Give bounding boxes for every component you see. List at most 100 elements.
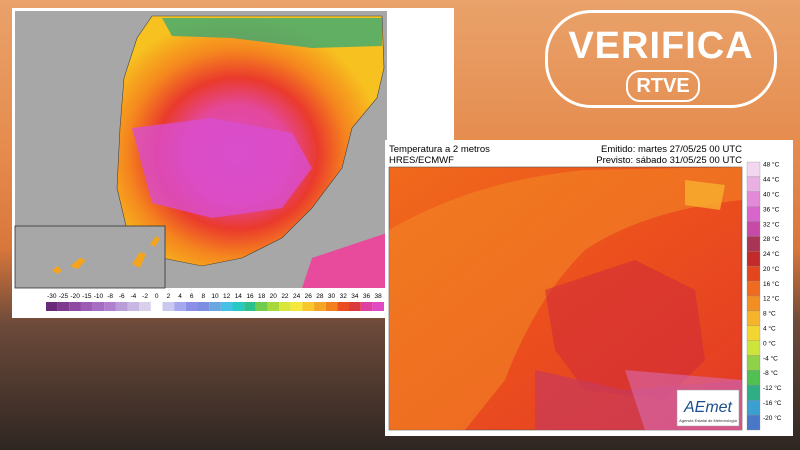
colorbar-swatch xyxy=(746,385,761,401)
colorbar-label: 40 °C xyxy=(763,190,780,198)
colorbar-swatch xyxy=(746,161,761,178)
colorbar-label: -4 °C xyxy=(763,354,778,362)
colorbar-label: -25 xyxy=(59,293,69,300)
colorbar-label: 14 xyxy=(235,293,243,300)
right-map: Temperatura a 2 metros HRES/ECMWF Emitid… xyxy=(388,144,782,431)
colorbar-label: -16 °C xyxy=(763,399,782,407)
africa xyxy=(302,233,387,288)
colorbar-swatch xyxy=(279,302,291,311)
north-coast xyxy=(162,18,382,48)
right-map-panel: Temperatura a 2 metros HRES/ECMWF Emitid… xyxy=(385,140,793,436)
colorbar-label: -30 xyxy=(47,293,57,300)
left-colorbar: -30 -25 -20 -15 -10 -8 -6 -4 -2 0 2 4 6 8 10 12 14 16 18 20… xyxy=(46,293,384,311)
right-colorbar: 48 °C 44 °C 40 °C 36 °C 32 °C 28 °C 24 °C 20 °C… xyxy=(746,161,782,431)
colorbar-label: 38 xyxy=(375,293,383,300)
colorbar-swatch xyxy=(746,340,761,356)
colorbar-label: 44 °C xyxy=(763,176,780,184)
colorbar-label: 12 xyxy=(223,293,231,300)
colorbar-label: 20 xyxy=(270,293,278,300)
colorbar-swatch xyxy=(360,302,373,311)
colorbar-label: 2 xyxy=(167,293,171,300)
colorbar-swatch xyxy=(746,221,761,237)
colorbar-swatch xyxy=(69,302,81,311)
colorbar-label: 10 xyxy=(211,293,219,300)
colorbar-label: 22 xyxy=(281,293,289,300)
colorbar-swatch xyxy=(746,266,761,282)
colorbar-swatch xyxy=(244,302,256,311)
colorbar-swatch xyxy=(209,302,221,311)
logo-box xyxy=(676,389,740,427)
colorbar-swatch xyxy=(162,302,175,311)
colorbar-swatch xyxy=(197,302,210,311)
colorbar-label: 0 xyxy=(155,293,159,300)
colorbar-label: 32 °C xyxy=(763,220,780,228)
logo-text: AEmet xyxy=(683,399,733,416)
colorbar-label: 36 °C xyxy=(763,205,780,213)
colorbar-label: 36 xyxy=(363,293,371,300)
colorbar-label: 16 °C xyxy=(763,280,780,288)
colorbar-swatch xyxy=(746,310,761,326)
colorbar-swatch xyxy=(746,176,761,192)
logo-caption: Agencia Estatal de Meteorología xyxy=(679,418,738,423)
left-map-panel: -30 -25 -20 -15 -10 -8 -6 -4 -2 0 2 4 6 8 10 12 14 16 18 20… xyxy=(12,8,454,318)
colorbar-label: -8 xyxy=(107,293,113,300)
colorbar-swatch xyxy=(302,302,315,311)
colorbar-label: -8 °C xyxy=(763,369,778,377)
colorbar-swatch xyxy=(127,302,140,311)
model-name: HRES/ECMWF xyxy=(389,155,454,166)
colorbar-swatch xyxy=(746,370,761,386)
colorbar-swatch xyxy=(746,251,761,267)
colorbar-swatch xyxy=(746,191,761,207)
iberia-heat xyxy=(545,260,705,400)
colorbar-label: -20 xyxy=(70,293,80,300)
colorbar-label: 8 xyxy=(202,293,206,300)
badge-title: VERIFICA xyxy=(568,25,754,67)
colorbar-label: 28 xyxy=(316,293,324,300)
hot-zone xyxy=(132,118,312,218)
colorbar-swatch xyxy=(255,302,268,311)
colorbar-swatch xyxy=(746,414,761,431)
colorbar-label: -20 °C xyxy=(763,414,782,422)
colorbar-label: 48 °C xyxy=(763,161,780,169)
colorbar-label: 34 xyxy=(351,293,359,300)
alps-cool xyxy=(685,180,725,210)
colorbar-swatch xyxy=(290,302,303,311)
colorbar-swatch xyxy=(325,302,338,311)
colorbar-label: 16 xyxy=(246,293,254,300)
colorbar-swatch xyxy=(57,302,70,311)
left-map: -30 -25 -20 -15 -10 -8 -6 -4 -2 0 2 4 6 8 10 12 14 16 18 20… xyxy=(14,11,387,311)
colorbar-swatch xyxy=(746,206,761,222)
valid-date: Previsto: sábado 31/05/25 00 UTC xyxy=(596,155,742,166)
badge-subtitle: RTVE xyxy=(626,70,700,102)
colorbar-label: 30 xyxy=(328,293,336,300)
colorbar-label: -15 xyxy=(82,293,92,300)
cool-ocean xyxy=(389,167,742,430)
colorbar-label: 20 °C xyxy=(763,265,780,273)
colorbar-swatch xyxy=(150,302,163,311)
canary-islands xyxy=(52,236,160,274)
colorbar-label: -10 xyxy=(94,293,104,300)
colorbar-swatch xyxy=(174,302,186,311)
colorbar-label: 18 xyxy=(258,293,266,300)
colorbar-swatch xyxy=(349,302,361,311)
colorbar-swatch xyxy=(746,355,761,371)
colorbar-swatch xyxy=(92,302,105,311)
colorbar-swatch xyxy=(220,302,233,311)
colorbar-label: 4 °C xyxy=(763,324,776,332)
colorbar-label: 24 xyxy=(293,293,301,300)
colorbar-label: 28 °C xyxy=(763,235,780,243)
colorbar-swatch xyxy=(80,302,93,311)
colorbar-label: 8 °C xyxy=(763,310,776,318)
colorbar-swatch xyxy=(746,325,761,341)
colorbar-swatch xyxy=(267,302,280,311)
colorbar-swatch xyxy=(746,400,761,416)
colorbar-label: 26 xyxy=(305,293,313,300)
colorbar-label: -2 xyxy=(142,293,148,300)
verifica-badge: VERIFICA RTVE xyxy=(545,10,777,108)
colorbar-swatch xyxy=(337,302,350,311)
colorbar-swatch xyxy=(314,302,326,311)
colorbar-swatch xyxy=(746,280,761,297)
colorbar-swatch xyxy=(115,302,128,311)
